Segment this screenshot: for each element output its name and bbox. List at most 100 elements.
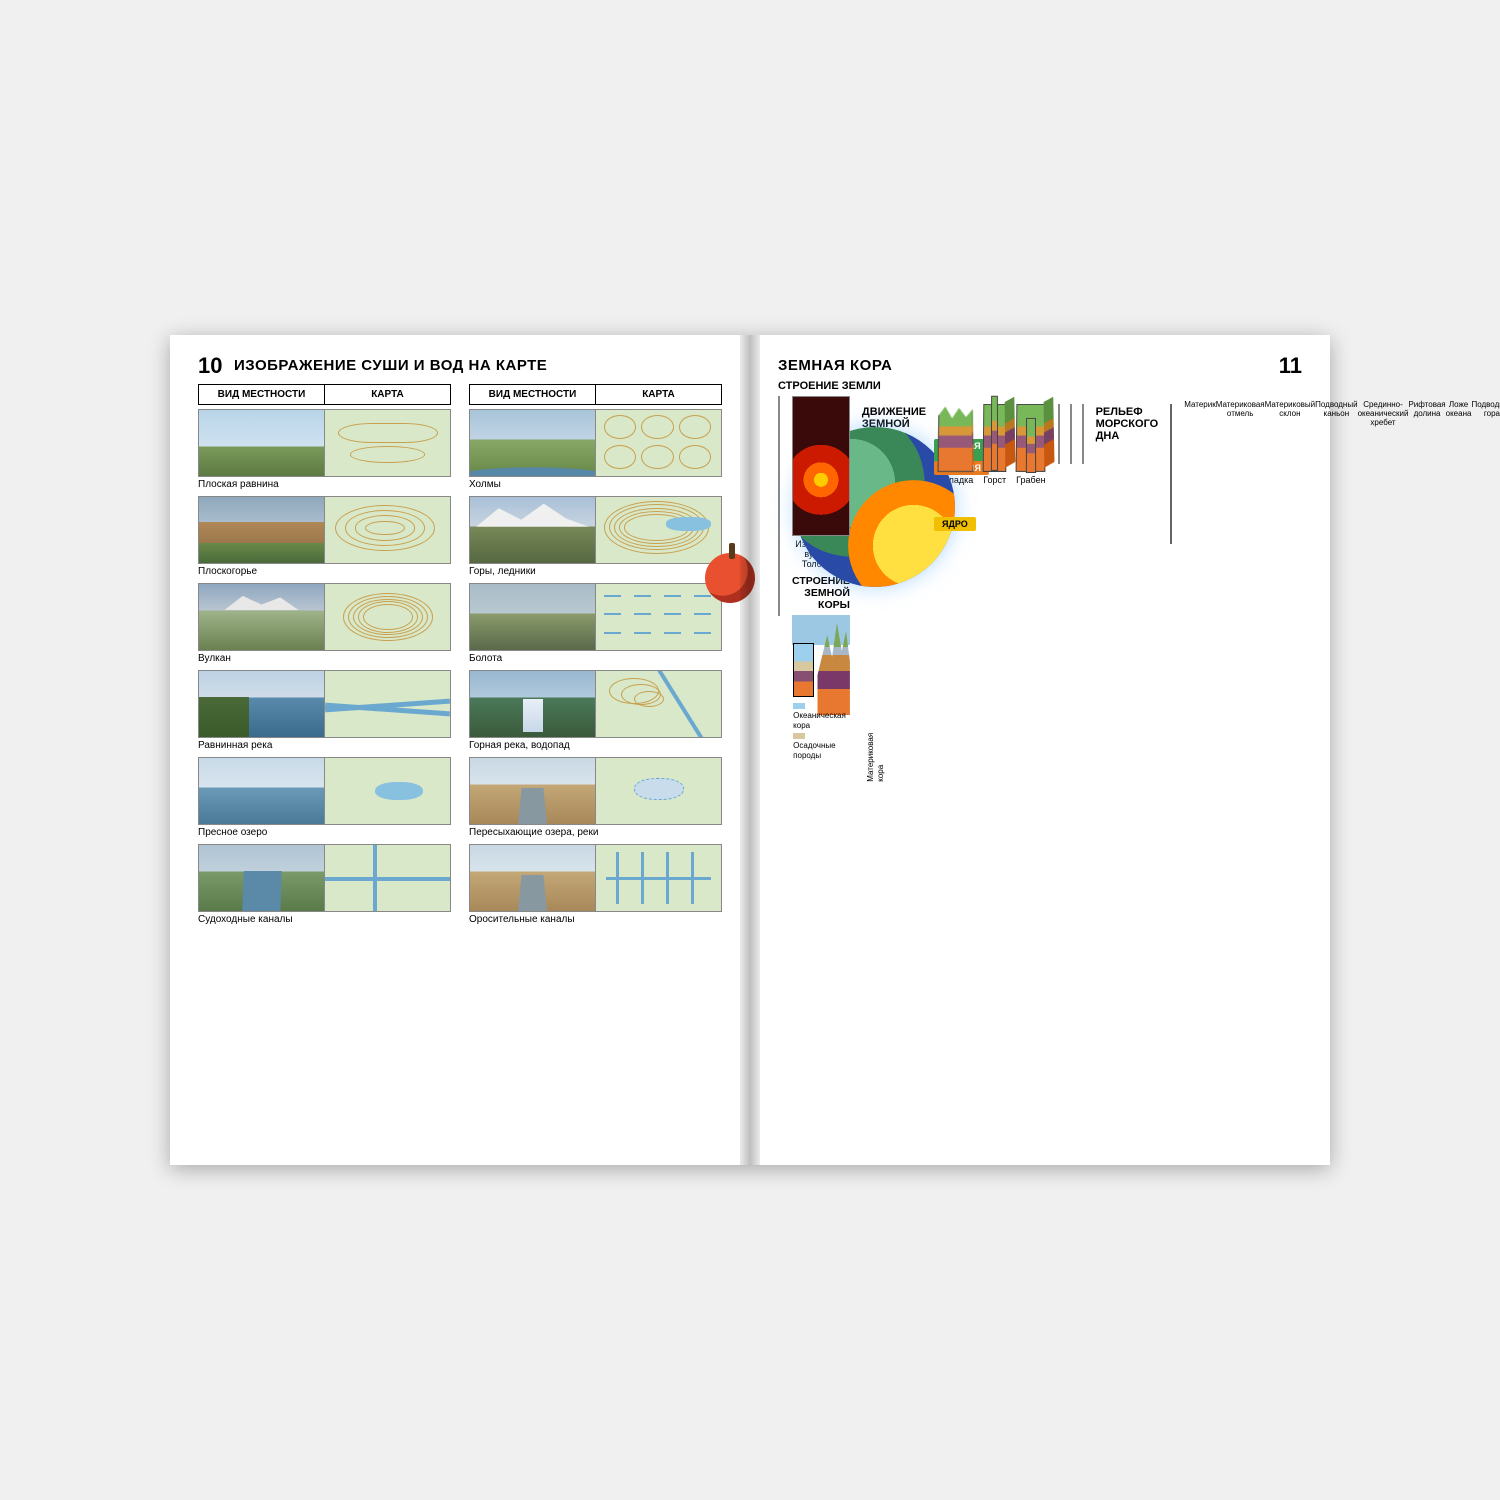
horst-block: Горст <box>983 402 1006 715</box>
terrain-pair <box>198 670 451 738</box>
page-title-left: ИЗОБРАЖЕНИЕ СУШИ И ВОД НА КАРТЕ <box>234 357 722 374</box>
terrain-grid: ВИД МЕСТНОСТИ КАРТА Плоская равнина Плоск… <box>198 384 722 931</box>
movement-scene-3 <box>1082 404 1084 464</box>
terrain-row: Пересыхающие озера, реки <box>469 757 722 838</box>
terrain-pair <box>198 757 451 825</box>
seafloor-label: Рифтовая долина <box>1408 400 1445 715</box>
terrain-pair <box>198 409 451 477</box>
horst-diagram <box>983 404 1007 472</box>
seafloor-label: Подводный каньон <box>1315 400 1357 715</box>
terrain-row: Горная река, водопад <box>469 670 722 751</box>
terrain-map <box>324 845 450 911</box>
seafloor-label: Подводная гора <box>1471 400 1500 715</box>
graben-label: Грабен <box>1016 475 1045 485</box>
horst-label: Горст <box>983 475 1006 485</box>
seafloor-labels: МатерикМатериковая отмельМатериковый скл… <box>1184 400 1500 715</box>
terrain-pair <box>469 583 722 651</box>
continental-label: Материковая кора <box>856 719 886 782</box>
terrain-pair <box>198 496 451 564</box>
legend-oceanic: Океаническая кора <box>793 701 850 731</box>
movement-scene-2 <box>1070 404 1072 464</box>
crust-structure-diagram: Океаническая кора Осадочные породы Матер… <box>792 615 850 715</box>
oceanic-crust-icon <box>793 643 814 697</box>
terrain-map <box>595 845 721 911</box>
terrain-row: Вулкан <box>198 583 451 664</box>
page-number-right: 11 <box>1279 353 1302 379</box>
terrain-map <box>324 671 450 737</box>
terrain-caption: Судоходные каналы <box>198 914 451 925</box>
terrain-map <box>324 410 450 476</box>
terrain-pair <box>469 757 722 825</box>
terrain-map <box>595 410 721 476</box>
page-number-left: 10 <box>198 353 222 379</box>
volcano-photo <box>792 396 850 536</box>
terrain-caption: Болота <box>469 653 722 664</box>
apple-analogy-icon <box>705 553 755 603</box>
crust-movement-scenes <box>1058 404 1084 715</box>
terrain-row: Холмы <box>469 409 722 490</box>
terrain-photo <box>199 497 324 563</box>
terrain-caption: Вулкан <box>198 653 451 664</box>
terrain-map <box>595 758 721 824</box>
terrain-row: Судоходные каналы <box>198 844 451 925</box>
label-core: ЯДРО <box>934 517 976 531</box>
terrain-photo <box>470 410 595 476</box>
terrain-pair <box>469 409 722 477</box>
terrain-row: Плоскогорье <box>198 496 451 577</box>
movement-scene-1 <box>1058 404 1060 464</box>
book-spread: 10 ИЗОБРАЖЕНИЕ СУШИ И ВОД НА КАРТЕ ВИД М… <box>170 335 1330 1165</box>
terrain-column-2: ВИД МЕСТНОСТИ КАРТА ХолмыГоры, ледникиБо… <box>469 384 722 931</box>
terrain-pair <box>469 496 722 564</box>
seafloor-label: Материковый склон <box>1265 400 1315 715</box>
terrain-map <box>324 758 450 824</box>
terrain-row: Пресное озеро <box>198 757 451 838</box>
terrain-map <box>324 497 450 563</box>
graben-diagram <box>1016 404 1046 472</box>
terrain-map <box>595 584 721 650</box>
seafloor-diagram <box>1170 404 1172 544</box>
terrain-photo <box>470 671 595 737</box>
terrain-caption: Горная река, водопад <box>469 740 722 751</box>
fold-diagram <box>938 404 974 472</box>
terrain-photo <box>199 671 324 737</box>
terrain-pair <box>198 844 451 912</box>
terrain-row: Горы, ледники <box>469 496 722 577</box>
crust-57-legend: Океаническая кора Осадочные породы Матер… <box>793 701 850 761</box>
continental-crust-icon <box>817 615 849 715</box>
seafloor-heading: РЕЛЬЕФ МОРСКОГО ДНА <box>1096 406 1159 715</box>
terrain-row: Оросительные каналы <box>469 844 722 925</box>
terrain-map <box>324 584 450 650</box>
terrain-caption: Холмы <box>469 479 722 490</box>
page-left: 10 ИЗОБРАЖЕНИЕ СУШИ И ВОД НА КАРТЕ ВИД М… <box>170 335 750 1165</box>
column-headers: ВИД МЕСТНОСТИ КАРТА <box>198 384 451 405</box>
terrain-photo <box>199 410 324 476</box>
terrain-photo <box>470 758 595 824</box>
terrain-column-1: ВИД МЕСТНОСТИ КАРТА Плоская равнина Плоск… <box>198 384 451 931</box>
graben-block: Грабен <box>1016 402 1045 715</box>
seafloor-label: Срединно- океанический хребет <box>1358 400 1409 715</box>
terrain-map <box>595 671 721 737</box>
terrain-caption: Плоская равнина <box>198 479 451 490</box>
terrain-photo <box>199 584 324 650</box>
terrain-pair <box>469 844 722 912</box>
earth-structure-heading: СТРОЕНИЕ ЗЕМЛИ <box>778 380 1302 392</box>
terrain-caption: Пресное озеро <box>198 827 451 838</box>
seafloor-label: Ложе океана <box>1446 400 1472 715</box>
terrain-caption: Равнинная река <box>198 740 451 751</box>
terrain-photo <box>470 497 595 563</box>
terrain-caption: Горы, ледники <box>469 566 722 577</box>
terrain-photo <box>199 845 324 911</box>
terrain-row: Болота <box>469 583 722 664</box>
terrain-caption: Плоскогорье <box>198 566 451 577</box>
page-title-right: ЗЕМНАЯ КОРА <box>778 357 1302 374</box>
header-map: КАРТА <box>325 385 450 404</box>
terrain-caption: Оросительные каналы <box>469 914 722 925</box>
earth-cutaway-diagram: ЗЕМНАЯ КОРА МАНТИЯ ЯДРО <box>778 396 780 616</box>
header-view: ВИД МЕСТНОСТИ <box>470 385 596 404</box>
seafloor-label: Материковая отмель <box>1216 400 1265 715</box>
terrain-row: Равнинная река <box>198 670 451 751</box>
earth-structure-row: ЗЕМНАЯ КОРА МАНТИЯ ЯДРО Извержение вулка… <box>778 396 1302 715</box>
terrain-caption: Пересыхающие озера, реки <box>469 827 722 838</box>
terrain-pair <box>469 670 722 738</box>
terrain-photo <box>470 845 595 911</box>
